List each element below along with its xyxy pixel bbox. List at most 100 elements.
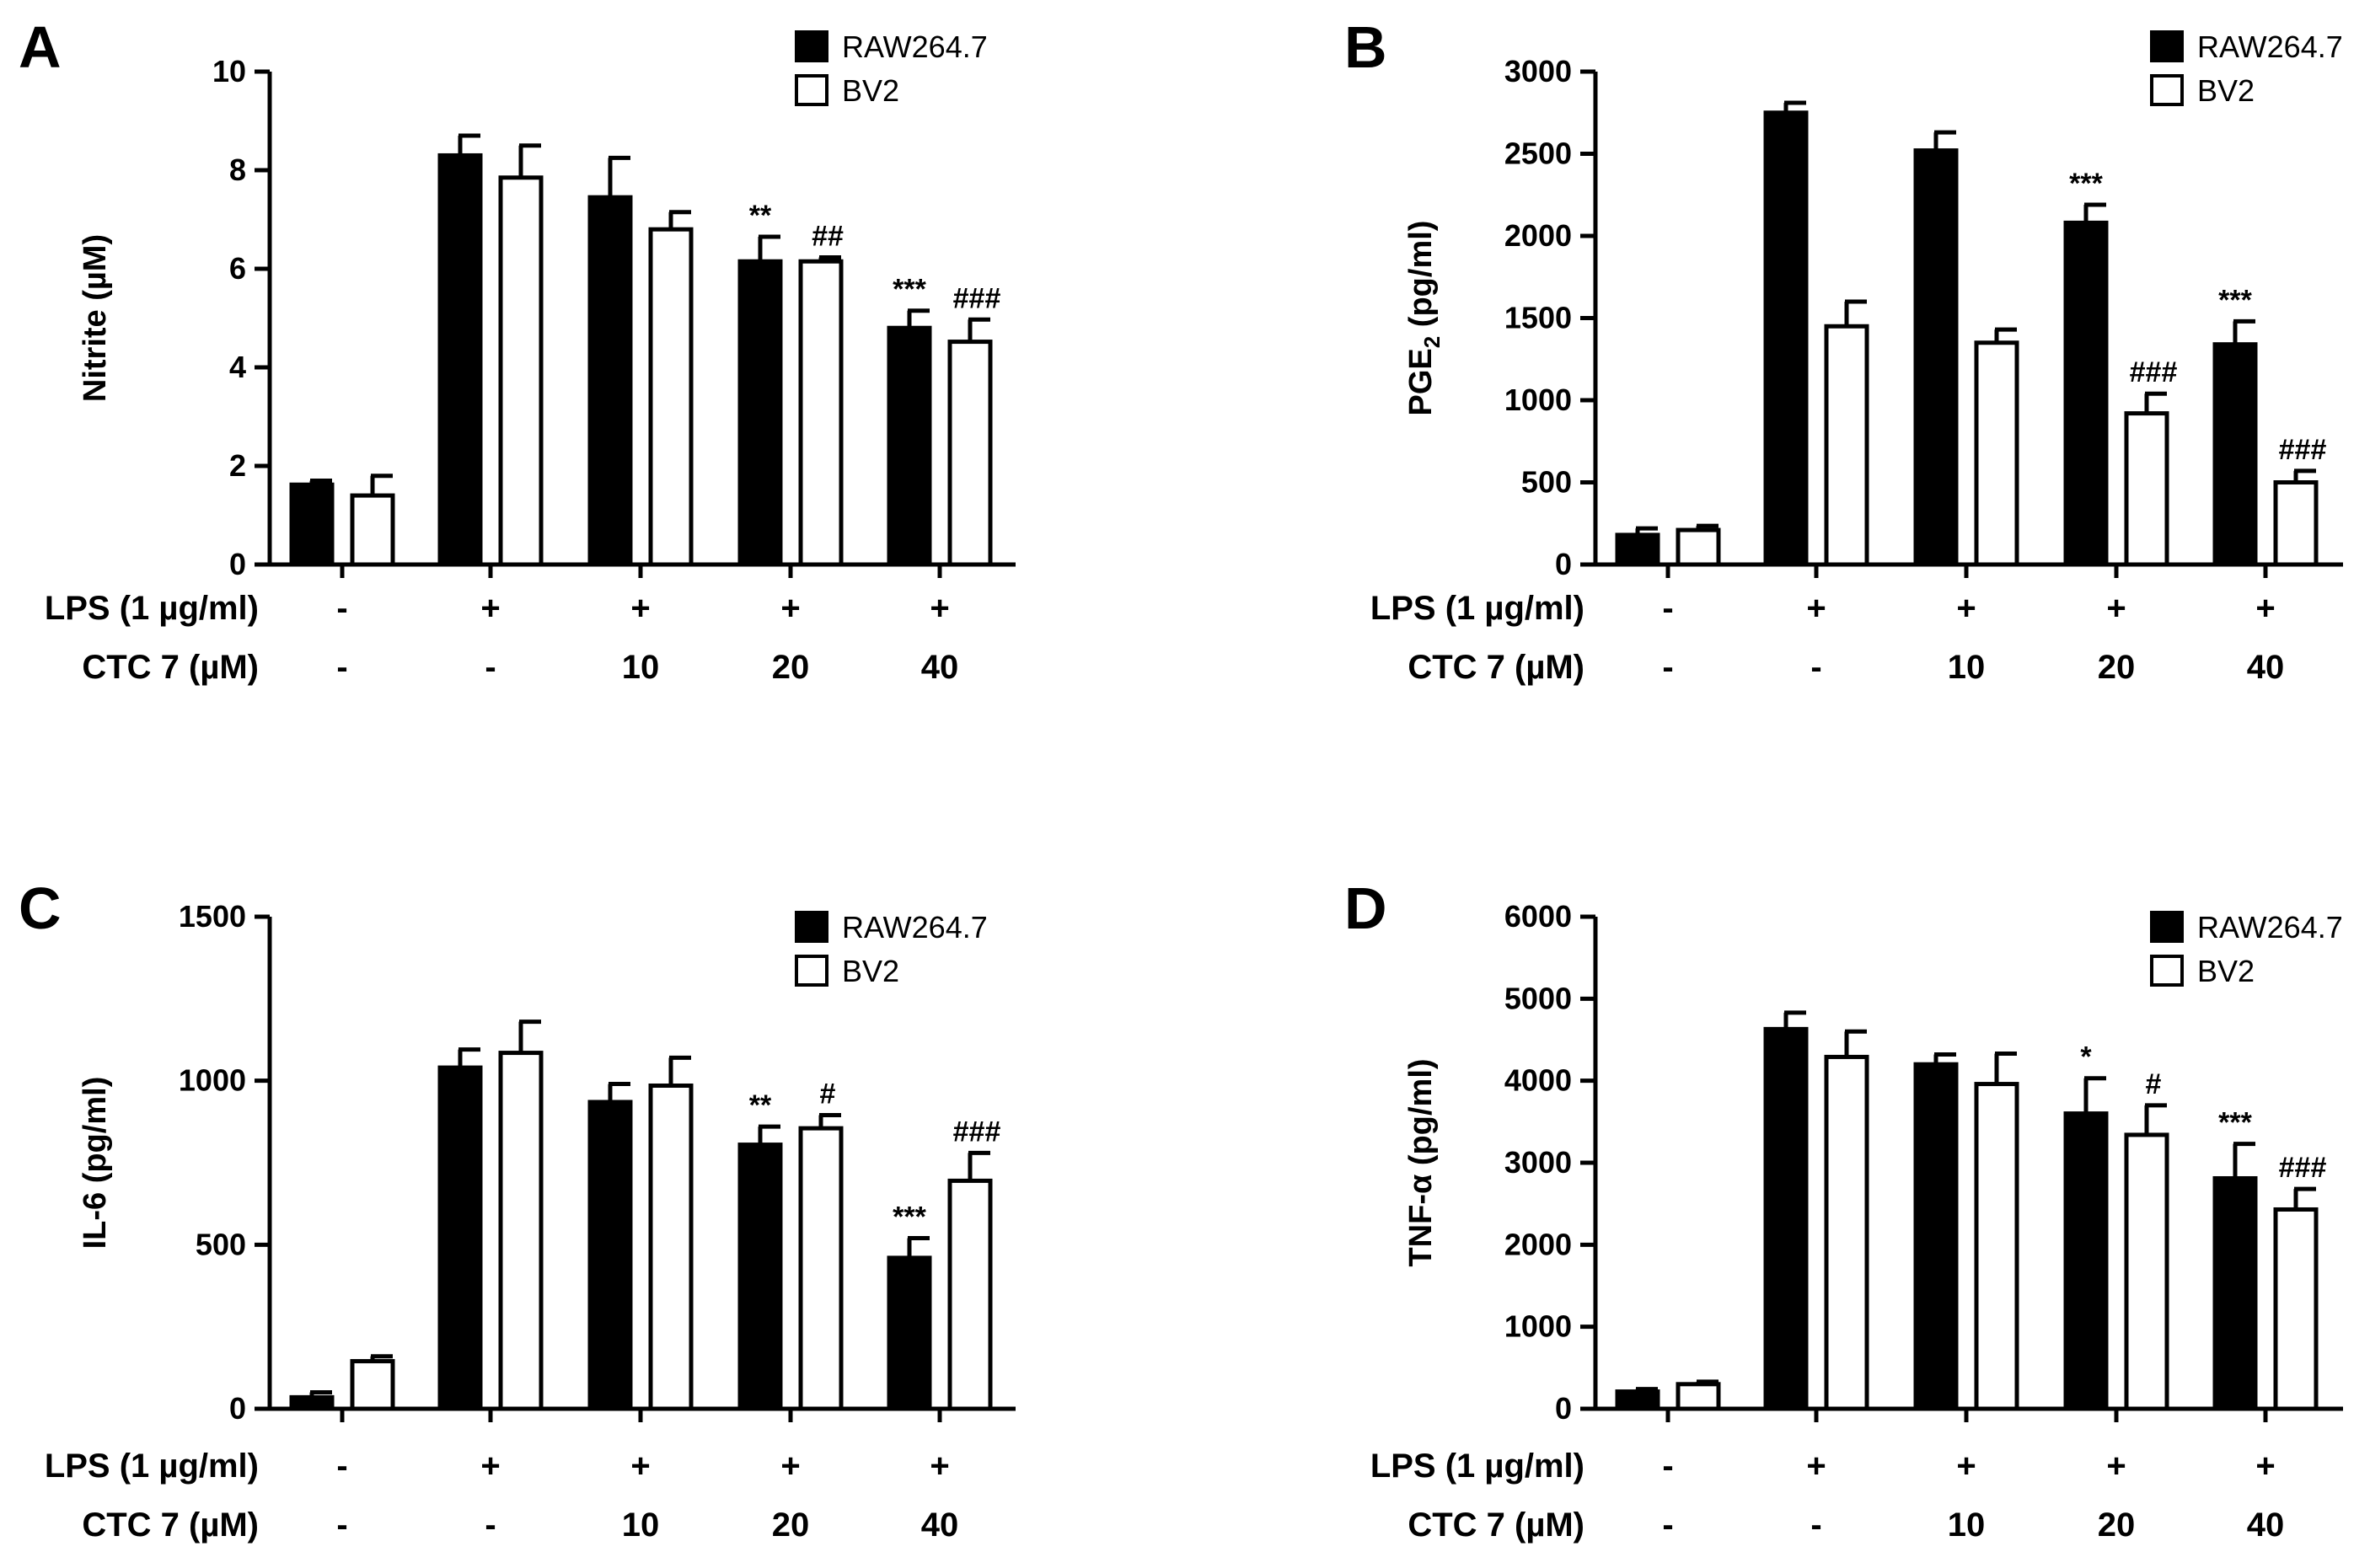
bar-raw264 (737, 1143, 783, 1411)
bar-bv2 (498, 175, 544, 567)
legend-swatch (795, 74, 828, 106)
bar-raw264 (437, 1065, 483, 1411)
lps-row-value: + (630, 1448, 650, 1485)
legend-label: BV2 (842, 73, 899, 108)
y-tick-label: 0 (229, 547, 246, 581)
lps-row-value: + (480, 590, 500, 627)
bar-bv2 (350, 493, 395, 567)
y-tick-label: 6000 (1504, 899, 1572, 934)
ctc-row-value: 40 (921, 649, 959, 686)
bar-bv2 (947, 340, 993, 567)
y-tick-label: 500 (1521, 465, 1572, 500)
bar-bv2 (2273, 1207, 2319, 1411)
ctc-row-value: 20 (772, 649, 810, 686)
y-tick-label: 10 (212, 54, 246, 88)
legend-swatch (2150, 911, 2184, 943)
significance-label: *** (2218, 284, 2252, 316)
ctc-row-value: 40 (2247, 649, 2285, 686)
ctc-row-value: 40 (921, 1506, 959, 1544)
bar-bv2 (350, 1359, 395, 1411)
bar-bv2 (1824, 1054, 1869, 1411)
legend-swatch (795, 955, 828, 987)
lps-row-value: + (1956, 1448, 1976, 1485)
y-axis-label: IL-6 (pg/ml) (78, 1077, 113, 1250)
lps-row-value: - (336, 1448, 347, 1485)
y-axis-label: TNF-α (pg/ml) (1403, 1058, 1439, 1266)
bar-raw264 (737, 259, 783, 567)
bar-bv2 (947, 1178, 993, 1411)
y-tick-label: 0 (1555, 1391, 1572, 1426)
bar-bv2 (2124, 1132, 2169, 1411)
significance-label: ### (2279, 434, 2327, 466)
significance-label: # (820, 1078, 836, 1110)
panel-letter: A (19, 14, 62, 80)
ctc-row-label: CTC 7 (µM) (82, 649, 259, 686)
bar-raw264 (1615, 532, 1660, 567)
bar-raw264 (1763, 110, 1809, 567)
y-tick-label: 0 (229, 1391, 246, 1426)
panel-d: D 0 1000 2000 3000 4000 5000 6000 TNF-α (pg/ml) *… (1344, 875, 2343, 1544)
bar-bv2 (498, 1051, 544, 1411)
bar-bv2 (2273, 480, 2319, 567)
lps-row-value: + (2255, 1448, 2275, 1485)
bar-bv2 (1824, 324, 1869, 567)
significance-label: ### (2130, 356, 2178, 388)
legend-label: BV2 (2197, 73, 2255, 108)
bar-raw264 (887, 1255, 932, 1411)
bar-bv2 (1676, 1382, 1721, 1411)
legend-swatch (795, 911, 828, 943)
bar-raw264 (2063, 220, 2109, 567)
ctc-row-value: - (1810, 1506, 1821, 1544)
y-tick-label: 4000 (1504, 1063, 1572, 1098)
y-axis-label: Nitrite (µM) (78, 234, 113, 402)
significance-label: * (2080, 1041, 2092, 1073)
legend-swatch (2150, 955, 2184, 987)
y-tick-label: 500 (196, 1227, 246, 1261)
bar-raw264 (587, 1100, 633, 1411)
bar-raw264 (1913, 148, 1959, 567)
bar-bv2 (798, 1126, 844, 1411)
ctc-row-value: 10 (622, 1506, 660, 1544)
ctc-row-value: 10 (1948, 1506, 1986, 1544)
legend-swatch (2150, 74, 2184, 106)
ctc-row-value: - (1662, 1506, 1673, 1544)
bar-raw264 (1763, 1026, 1809, 1411)
bar-bv2 (648, 1084, 694, 1411)
bar-bv2 (798, 259, 844, 567)
significance-label: ** (749, 200, 772, 232)
significance-label: ### (953, 1116, 1001, 1148)
y-tick-label: 2500 (1504, 136, 1572, 171)
lps-row-value: + (2106, 1448, 2126, 1485)
ctc-row-value: 10 (622, 649, 660, 686)
y-tick-label: 3000 (1504, 1145, 1572, 1180)
y-tick-label: 2000 (1504, 1227, 1572, 1261)
y-axis-label: PGE2 (pg/ml) (1403, 221, 1445, 416)
ctc-row-value: 10 (1948, 649, 1986, 686)
ctc-row-value: - (336, 649, 347, 686)
lps-row-value: + (780, 1448, 800, 1485)
significance-label: # (2146, 1068, 2162, 1100)
legend-swatch (2150, 30, 2184, 62)
panel-a: A 0 2 4 6 8 10 Nitrite (µM) ** ## *** ### RAW264.7 BV… (19, 14, 1016, 686)
ctc-row-value: - (336, 1506, 347, 1544)
ctc-row-value: 40 (2247, 1506, 2285, 1544)
y-tick-label: 8 (229, 153, 246, 187)
panel-c: C 0 500 1000 1500 IL-6 (pg/ml) ** # *** ### RAW264… (19, 875, 1016, 1544)
y-tick-label: 5000 (1504, 981, 1572, 1015)
y-tick-label: 1000 (1504, 1309, 1572, 1344)
lps-row-label: LPS (1 µg/ml) (45, 1448, 259, 1485)
legend-label: RAW264.7 (2197, 29, 2343, 64)
bar-bv2 (1676, 527, 1721, 567)
bar-raw264 (289, 1394, 335, 1411)
significance-label: *** (893, 1201, 926, 1234)
lps-row-value: - (336, 590, 347, 627)
ctc-row-value: - (485, 1506, 496, 1544)
lps-row-value: + (2106, 590, 2126, 627)
ctc-row-value: 20 (772, 1506, 810, 1544)
legend-swatch (795, 30, 828, 62)
ctc-row-value: 20 (2098, 1506, 2136, 1544)
bar-raw264 (2212, 1175, 2258, 1411)
bar-bv2 (648, 227, 694, 567)
bar-raw264 (2063, 1111, 2109, 1411)
